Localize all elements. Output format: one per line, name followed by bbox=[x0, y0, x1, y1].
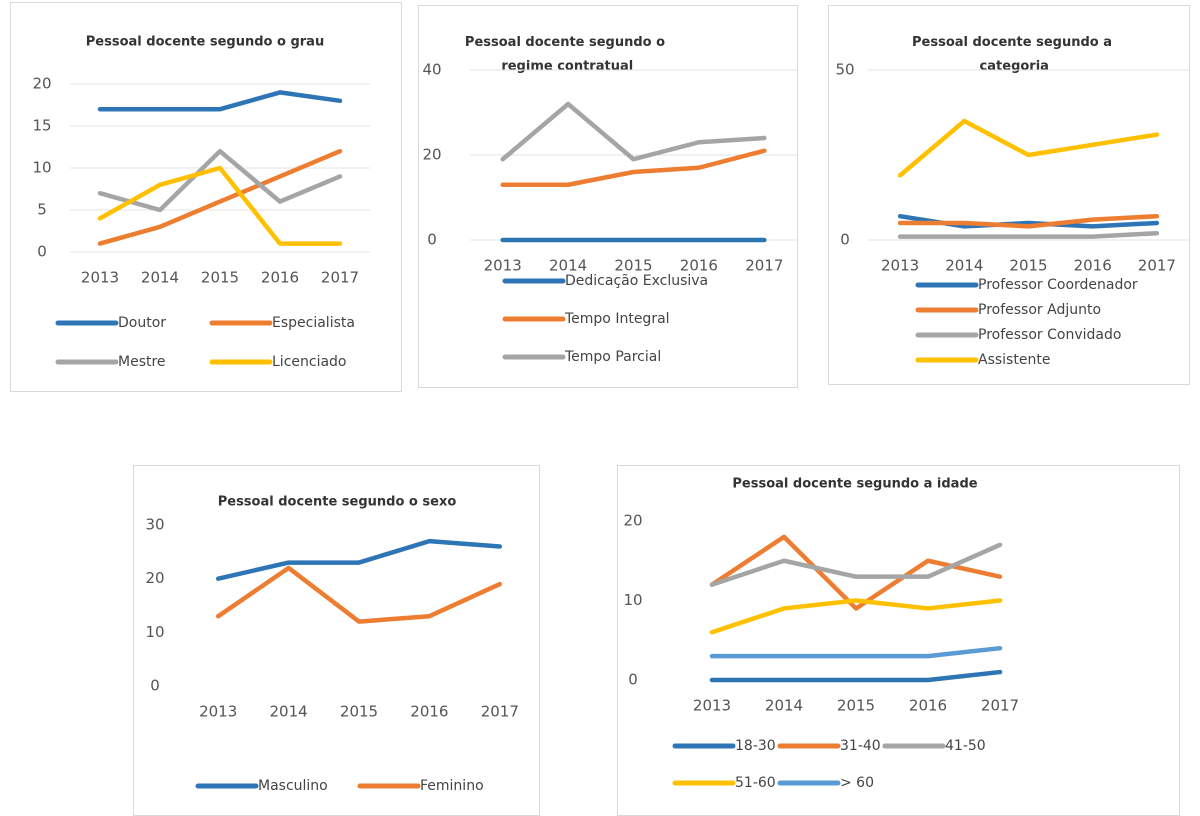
series-line bbox=[97, 90, 343, 112]
y-tick-label: 10 bbox=[32, 159, 51, 177]
x-tick-label: 2017 bbox=[481, 703, 519, 721]
legend-label: Tempo Integral bbox=[564, 311, 670, 327]
y-tick-label: 0 bbox=[427, 231, 437, 249]
y-tick-label: 20 bbox=[32, 75, 51, 93]
legend-label: Professor Adjunto bbox=[978, 302, 1101, 318]
series-line bbox=[709, 598, 1003, 635]
series-line bbox=[897, 213, 1160, 229]
panel-frame bbox=[10, 2, 402, 392]
x-tick-label: 2015 bbox=[201, 269, 239, 287]
chart-title: Pessoal docente segundo o sexo bbox=[218, 495, 457, 510]
x-tick-label: 2016 bbox=[1074, 257, 1112, 275]
x-tick-label: 2017 bbox=[981, 697, 1019, 715]
x-tick-label: 2013 bbox=[484, 257, 522, 275]
x-tick-label: 2016 bbox=[261, 269, 299, 287]
legend-label: Licenciado bbox=[272, 354, 347, 370]
panel-frame bbox=[418, 5, 798, 388]
legend-label: Assistente bbox=[978, 352, 1050, 368]
chart-title: Pessoal docente segundo a idade bbox=[732, 477, 977, 492]
legend-label: Tempo Parcial bbox=[564, 349, 661, 365]
x-tick-label: 2016 bbox=[909, 697, 947, 715]
legend-label: 31-40 bbox=[840, 738, 881, 754]
series-line bbox=[897, 118, 1160, 178]
x-tick-label: 2013 bbox=[81, 269, 119, 287]
x-tick-label: 2014 bbox=[141, 269, 179, 287]
y-tick-label: 15 bbox=[32, 117, 51, 135]
legend-label: Feminino bbox=[420, 778, 484, 794]
chart-panel: Pessoal docente segundo o sexo 0 10 20 30 201… bbox=[133, 465, 540, 816]
x-tick-label: 2015 bbox=[1009, 257, 1047, 275]
series-line bbox=[97, 165, 343, 246]
y-tick-label: 10 bbox=[623, 591, 642, 609]
chart-panel: Pessoal docente segundo o regime contrat… bbox=[418, 5, 798, 388]
series-line bbox=[97, 148, 343, 213]
x-tick-label: 2016 bbox=[680, 257, 718, 275]
x-tick-label: 2016 bbox=[410, 703, 448, 721]
y-tick-label: 0 bbox=[150, 677, 160, 695]
panel-frame bbox=[828, 5, 1190, 385]
x-tick-label: 2013 bbox=[199, 703, 237, 721]
legend-label: Doutor bbox=[118, 315, 166, 331]
x-tick-label: 2017 bbox=[745, 257, 783, 275]
x-tick-label: 2015 bbox=[614, 257, 652, 275]
panel-frame bbox=[133, 465, 540, 816]
panel-frame bbox=[617, 465, 1180, 816]
x-tick-label: 2014 bbox=[549, 257, 587, 275]
series-line bbox=[97, 148, 343, 246]
x-tick-label: 2015 bbox=[340, 703, 378, 721]
legend-label: Dedicação Exclusiva bbox=[565, 273, 708, 289]
x-tick-label: 2014 bbox=[945, 257, 983, 275]
x-tick-label: 2014 bbox=[765, 697, 803, 715]
legend-label: 51-60 bbox=[735, 775, 776, 791]
legend-label: 41-50 bbox=[945, 738, 986, 754]
x-tick-label: 2013 bbox=[693, 697, 731, 715]
chart-panel: Pessoal docente segundo a idade 0 10 20 2013… bbox=[617, 465, 1180, 816]
y-tick-label: 10 bbox=[145, 623, 164, 641]
x-tick-label: 2017 bbox=[1138, 257, 1176, 275]
series-line bbox=[500, 148, 767, 187]
y-tick-label: 40 bbox=[422, 61, 441, 79]
y-tick-label: 20 bbox=[623, 512, 642, 530]
y-tick-label: 0 bbox=[628, 671, 638, 689]
y-tick-label: 0 bbox=[840, 231, 850, 249]
series-line bbox=[709, 645, 1003, 659]
y-tick-label: 20 bbox=[145, 569, 164, 587]
y-tick-label: 0 bbox=[37, 243, 47, 261]
x-tick-label: 2017 bbox=[321, 269, 359, 287]
y-tick-label: 30 bbox=[145, 516, 164, 534]
series-line bbox=[500, 101, 767, 162]
series-line bbox=[709, 542, 1003, 587]
series-line bbox=[897, 230, 1160, 239]
legend-label: Masculino bbox=[258, 778, 328, 794]
x-tick-label: 2013 bbox=[881, 257, 919, 275]
legend-label: Especialista bbox=[272, 315, 355, 331]
series-line bbox=[215, 538, 503, 581]
legend-label: Mestre bbox=[118, 354, 166, 370]
y-tick-label: 5 bbox=[37, 201, 47, 219]
legend-label: > 60 bbox=[840, 775, 874, 791]
chart-panel: Pessoal docente segundo a categoria05020… bbox=[828, 5, 1190, 385]
series-line bbox=[215, 565, 503, 624]
series-line bbox=[709, 669, 1003, 683]
x-tick-label: 2015 bbox=[837, 697, 875, 715]
chart-panel: Pessoal docente segundo o grau 0 5 10 15 20 20… bbox=[10, 2, 402, 392]
chart-title: Pessoal docente segundo o grau bbox=[86, 35, 324, 50]
y-tick-label: 20 bbox=[422, 146, 441, 164]
legend-label: 18-30 bbox=[735, 738, 776, 754]
legend-label: Professor Convidado bbox=[978, 327, 1121, 343]
y-tick-label: 50 bbox=[835, 61, 854, 79]
x-tick-label: 2014 bbox=[270, 703, 308, 721]
legend-label: Professor Coordenador bbox=[978, 277, 1138, 293]
